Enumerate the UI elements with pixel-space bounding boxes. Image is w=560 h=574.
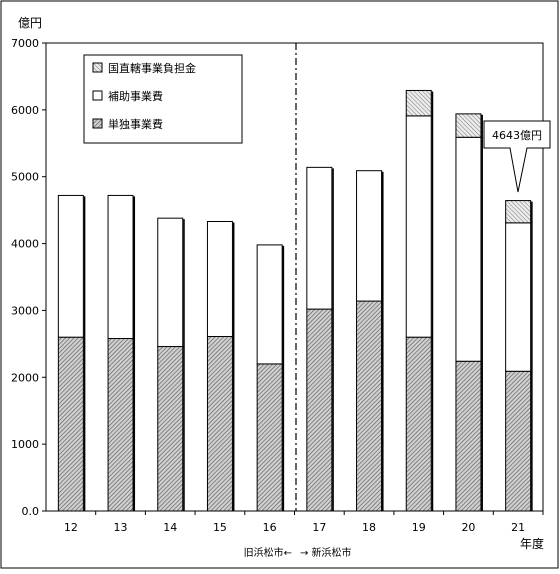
x-tick-label: 16 xyxy=(263,521,277,534)
x-tick-label: 12 xyxy=(64,521,78,534)
x-axis-label: 年度 xyxy=(520,536,544,551)
divider-right-label: → 新浜松市 xyxy=(300,546,352,559)
bar-segment xyxy=(405,115,432,338)
x-tick-label: 18 xyxy=(362,521,376,534)
legend-label: 国直轄事業負担金 xyxy=(108,61,196,75)
y-axis-label: 億円 xyxy=(18,16,42,30)
bar-segment xyxy=(107,338,134,512)
bar-segment xyxy=(107,194,134,340)
callout-bubble xyxy=(483,120,551,193)
y-tick-label: 7000 xyxy=(11,37,39,50)
x-tick-label: 19 xyxy=(412,521,426,534)
x-tick-label: 13 xyxy=(114,521,128,534)
bar-segment xyxy=(157,217,184,348)
legend-label: 単独事業費 xyxy=(108,117,163,131)
x-tick-label: 21 xyxy=(511,521,525,534)
y-axis: 0.0 1000 2000 3000 4000 5000 6000 7000 xyxy=(11,37,46,518)
legend-swatch xyxy=(92,62,103,73)
bar-segment xyxy=(57,194,84,338)
y-tick-label: 2000 xyxy=(11,371,39,384)
bar-segment xyxy=(206,221,233,338)
bar-segment xyxy=(306,308,333,512)
bar-segment xyxy=(356,300,383,512)
bar-segment xyxy=(455,113,482,138)
bar-segment xyxy=(405,89,432,117)
bar-segment xyxy=(57,336,84,512)
callout: 4643億円 xyxy=(483,120,551,193)
bar-segment xyxy=(505,370,532,512)
y-tick-label: 3000 xyxy=(11,304,39,317)
bar-segment xyxy=(455,360,482,512)
bar-segment xyxy=(505,200,532,224)
y-tick-label: 1000 xyxy=(11,438,39,451)
bars-group xyxy=(57,89,533,512)
x-tick-label: 17 xyxy=(312,521,326,534)
legend-swatch xyxy=(92,90,103,101)
bar-segment xyxy=(505,222,532,372)
divider-left-label: 旧浜松市← xyxy=(244,546,292,559)
y-tick-label: 4000 xyxy=(11,238,39,251)
bar-segment xyxy=(206,336,233,512)
bar-segment xyxy=(455,136,482,362)
y-tick-label: 6000 xyxy=(11,104,39,117)
y-tick-label: 5000 xyxy=(11,171,39,184)
legend-box xyxy=(83,54,243,144)
x-tick-label: 14 xyxy=(163,521,177,534)
callout-label: 4643億円 xyxy=(492,129,542,142)
legend-swatch xyxy=(92,118,103,129)
bar-segment xyxy=(157,346,184,512)
x-axis: 12 13 14 15 16 17 18 19 20 21 xyxy=(64,511,544,534)
bar-segment xyxy=(306,166,333,310)
bar-segment xyxy=(256,363,283,512)
legend-label: 補助事業費 xyxy=(108,89,163,103)
x-tick-label: 20 xyxy=(461,521,475,534)
x-tick-label: 15 xyxy=(213,521,227,534)
bar-segment xyxy=(356,170,383,302)
bar-segment xyxy=(256,244,283,365)
y-tick-label: 0.0 xyxy=(22,505,40,518)
bar-segment xyxy=(405,336,432,512)
